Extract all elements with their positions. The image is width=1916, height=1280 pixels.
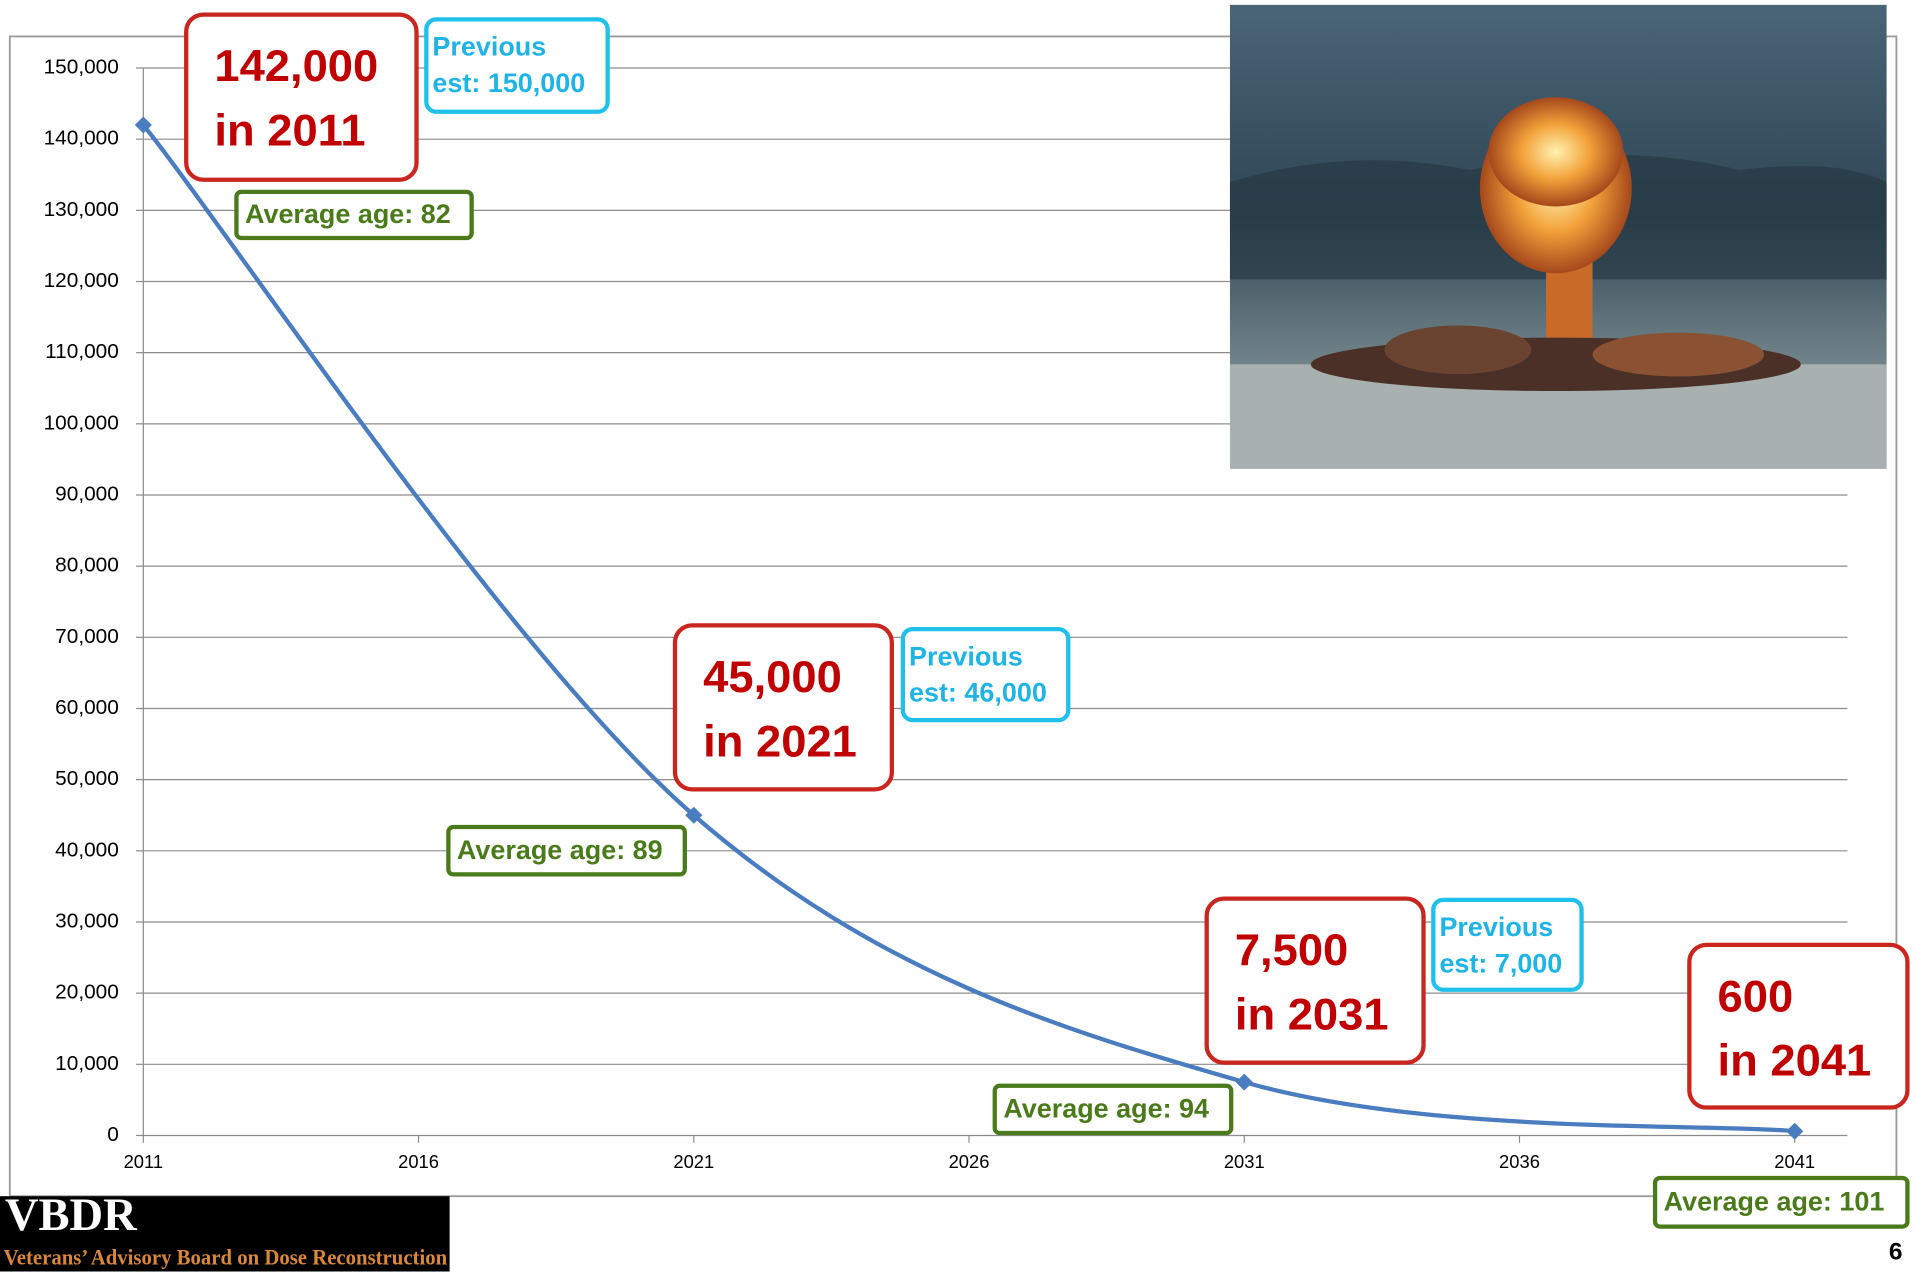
average-age: Average age: 101: [1664, 1187, 1885, 1217]
callout-value: 45,000: [703, 651, 842, 702]
callout-value: 7,500: [1235, 924, 1348, 975]
y-tick-label: 70,000: [55, 625, 119, 648]
y-tick-label: 130,000: [44, 198, 119, 221]
callout-year: in 2041: [1718, 1035, 1872, 1086]
x-tick-label: 2021: [673, 1151, 714, 1172]
callout-year: in 2011: [214, 105, 365, 156]
previous-estimate: Previous: [1439, 912, 1553, 942]
page-number: 6: [1889, 1239, 1903, 1266]
photo: [1230, 5, 1887, 469]
x-tick-label: 2026: [949, 1151, 990, 1172]
y-tick-label: 10,000: [55, 1052, 119, 1075]
x-tick-label: 2036: [1499, 1151, 1540, 1172]
y-tick-label: 110,000: [45, 340, 119, 363]
logo: VBDR Veterans’ Advisory Board on Dose Re…: [0, 1190, 450, 1271]
x-tick-label: 2041: [1774, 1151, 1815, 1172]
callout-value: 600: [1718, 971, 1794, 1022]
y-tick-label: 40,000: [55, 838, 119, 861]
previous-estimate: Previous: [909, 641, 1023, 671]
logo-subtitle: Veterans’ Advisory Board on Dose Reconst…: [4, 1245, 448, 1270]
y-tick-label: 60,000: [55, 696, 119, 719]
y-tick-label: 30,000: [55, 910, 119, 933]
y-tick-label: 140,000: [44, 127, 119, 150]
previous-estimate: est: 150,000: [432, 68, 585, 98]
x-tick-label: 2016: [398, 1151, 439, 1172]
callout-year: in 2031: [1235, 989, 1389, 1040]
x-tick-label: 2011: [124, 1151, 163, 1172]
logo-title: VBDR: [5, 1190, 137, 1241]
previous-estimate: Previous: [432, 32, 546, 62]
y-tick-label: 0: [107, 1123, 119, 1146]
page: {"chart_data": {"type": "line", "x": [20…: [0, 0, 1916, 1280]
average-age: Average age: 89: [457, 835, 663, 865]
y-tick-label: 150,000: [44, 56, 119, 79]
average-age: Average age: 94: [1003, 1094, 1209, 1124]
previous-estimate: est: 7,000: [1439, 949, 1562, 979]
callout-value: 142,000: [214, 40, 378, 91]
callout-year: in 2021: [703, 715, 857, 766]
y-tick-label: 120,000: [44, 269, 119, 292]
y-tick-label: 100,000: [44, 411, 119, 434]
previous-estimate: est: 46,000: [909, 678, 1047, 708]
slide: 0 10,000 20,000 30,000 40,000 50,000 60,000 70,…: [0, 0, 1916, 1280]
average-age: Average age: 82: [245, 199, 451, 229]
y-tick-label: 90,000: [55, 483, 119, 506]
y-tick-label: 50,000: [55, 767, 119, 790]
x-tick-label: 2031: [1224, 1151, 1265, 1172]
y-tick-label: 80,000: [55, 554, 119, 577]
y-tick-label: 20,000: [55, 981, 119, 1004]
